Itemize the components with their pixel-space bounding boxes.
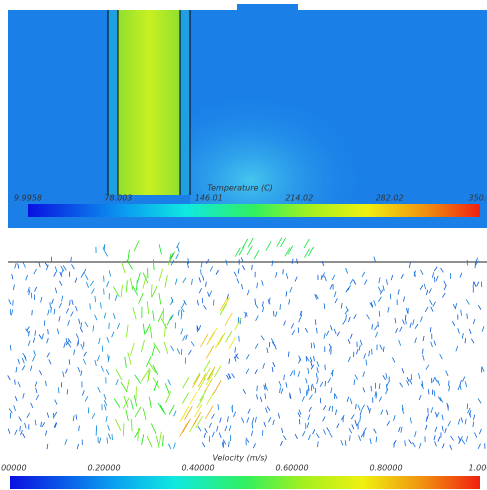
colorbar-label: 146.01 xyxy=(195,194,223,203)
velocity-panel xyxy=(8,237,487,475)
velocity-vector xyxy=(15,380,16,385)
hot-column xyxy=(118,10,180,195)
velocity-vector xyxy=(306,390,307,396)
colorbar-label: 350.0 xyxy=(469,194,487,203)
velocity-vector xyxy=(88,407,89,413)
colorbar-label: 0.80000 xyxy=(369,464,402,473)
velocity-vector xyxy=(288,352,289,357)
colorbar-title: Temperature (C) xyxy=(207,184,273,193)
colorbar-label: 214.02 xyxy=(285,194,313,203)
velocity-vector xyxy=(467,314,468,319)
velocity-vector xyxy=(51,307,52,313)
velocity-vector xyxy=(58,387,59,393)
colorbar xyxy=(10,476,480,489)
colorbar-label: 282.02 xyxy=(376,194,404,203)
velocity-vector xyxy=(262,430,263,436)
velocity-vector xyxy=(325,365,326,370)
velocity-vector xyxy=(50,302,51,308)
colorbar-title: Velocity (m/s) xyxy=(213,454,268,463)
colorbar xyxy=(28,204,480,217)
velocity-vector xyxy=(107,437,108,443)
velocity-vector xyxy=(239,336,240,342)
colorbar-label: 78.003 xyxy=(104,194,132,203)
temperature-panel: Temperature (C) xyxy=(8,4,487,228)
outlet-tab xyxy=(237,4,298,12)
velocity-vector xyxy=(273,311,274,316)
colorbar-label: 9.9958 xyxy=(14,194,42,203)
velocity-vector xyxy=(449,381,450,387)
velocity-vector xyxy=(308,389,309,395)
velocity-vector xyxy=(102,346,103,352)
colorbar-label: 0.20000 xyxy=(87,464,120,473)
velocity-vector xyxy=(390,294,391,300)
screenshot: Temperature (C) Velocity (m/s) 9.9958 78.… xyxy=(0,0,487,490)
page: Temperature (C) Velocity (m/s) 9.9958 78.… xyxy=(0,0,487,490)
colorbar-label: 0.00000 xyxy=(0,464,27,473)
velocity-vector xyxy=(257,386,258,392)
colorbar-label: 0.60000 xyxy=(275,464,308,473)
velocity-vector xyxy=(32,310,33,315)
velocity-vector xyxy=(354,379,355,385)
colorbar-label: 0.40000 xyxy=(181,464,214,473)
colorbar-label: 1.000 xyxy=(469,464,487,473)
